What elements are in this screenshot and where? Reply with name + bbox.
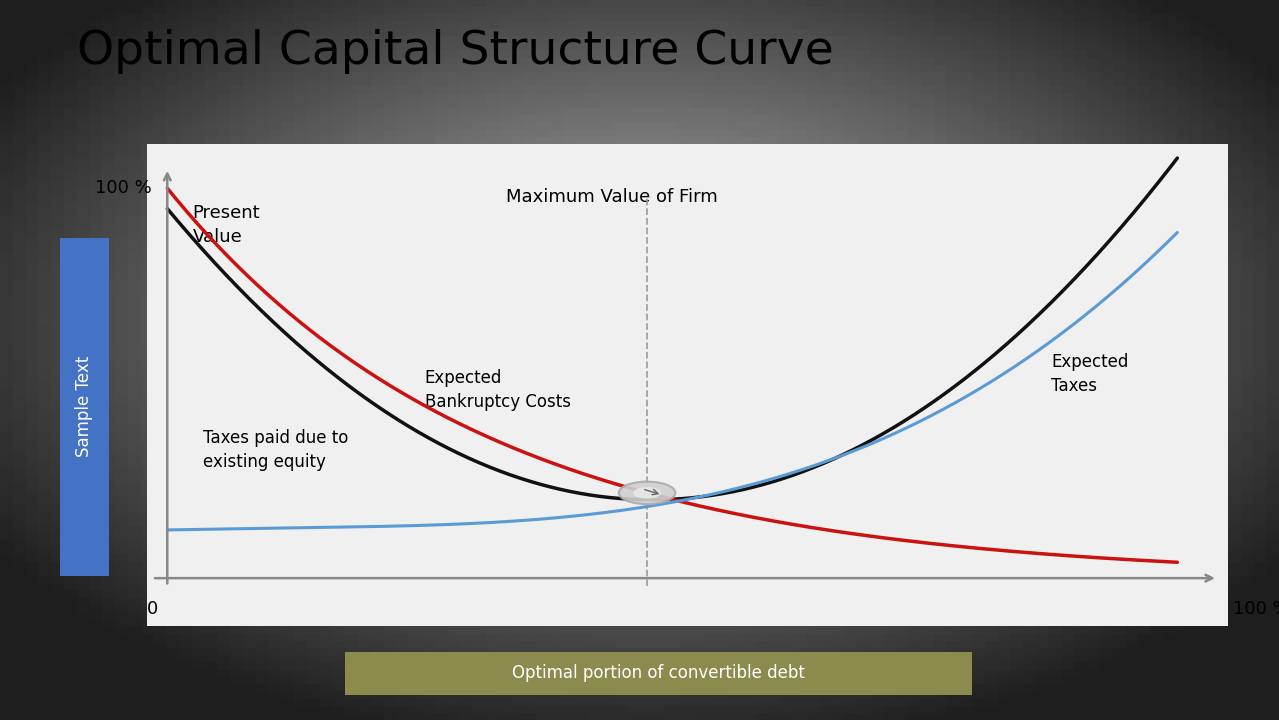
Circle shape bbox=[633, 487, 661, 498]
Text: Taxes paid due to
existing equity: Taxes paid due to existing equity bbox=[202, 429, 348, 471]
Circle shape bbox=[619, 482, 675, 504]
Text: Expected
Bankruptcy Costs: Expected Bankruptcy Costs bbox=[425, 369, 570, 410]
Text: Maximum Value of Firm: Maximum Value of Firm bbox=[505, 188, 718, 206]
Text: Optimal Capital Structure Curve: Optimal Capital Structure Curve bbox=[77, 29, 834, 74]
Text: Present
Value: Present Value bbox=[193, 204, 260, 246]
Text: 100 %: 100 % bbox=[1233, 600, 1279, 618]
Text: 0: 0 bbox=[147, 600, 157, 618]
Text: Expected
Taxes: Expected Taxes bbox=[1051, 353, 1128, 395]
Text: Optimal portion of convertible debt: Optimal portion of convertible debt bbox=[513, 664, 804, 683]
Text: 100 %: 100 % bbox=[96, 179, 152, 197]
Text: Sample Text: Sample Text bbox=[75, 356, 93, 457]
